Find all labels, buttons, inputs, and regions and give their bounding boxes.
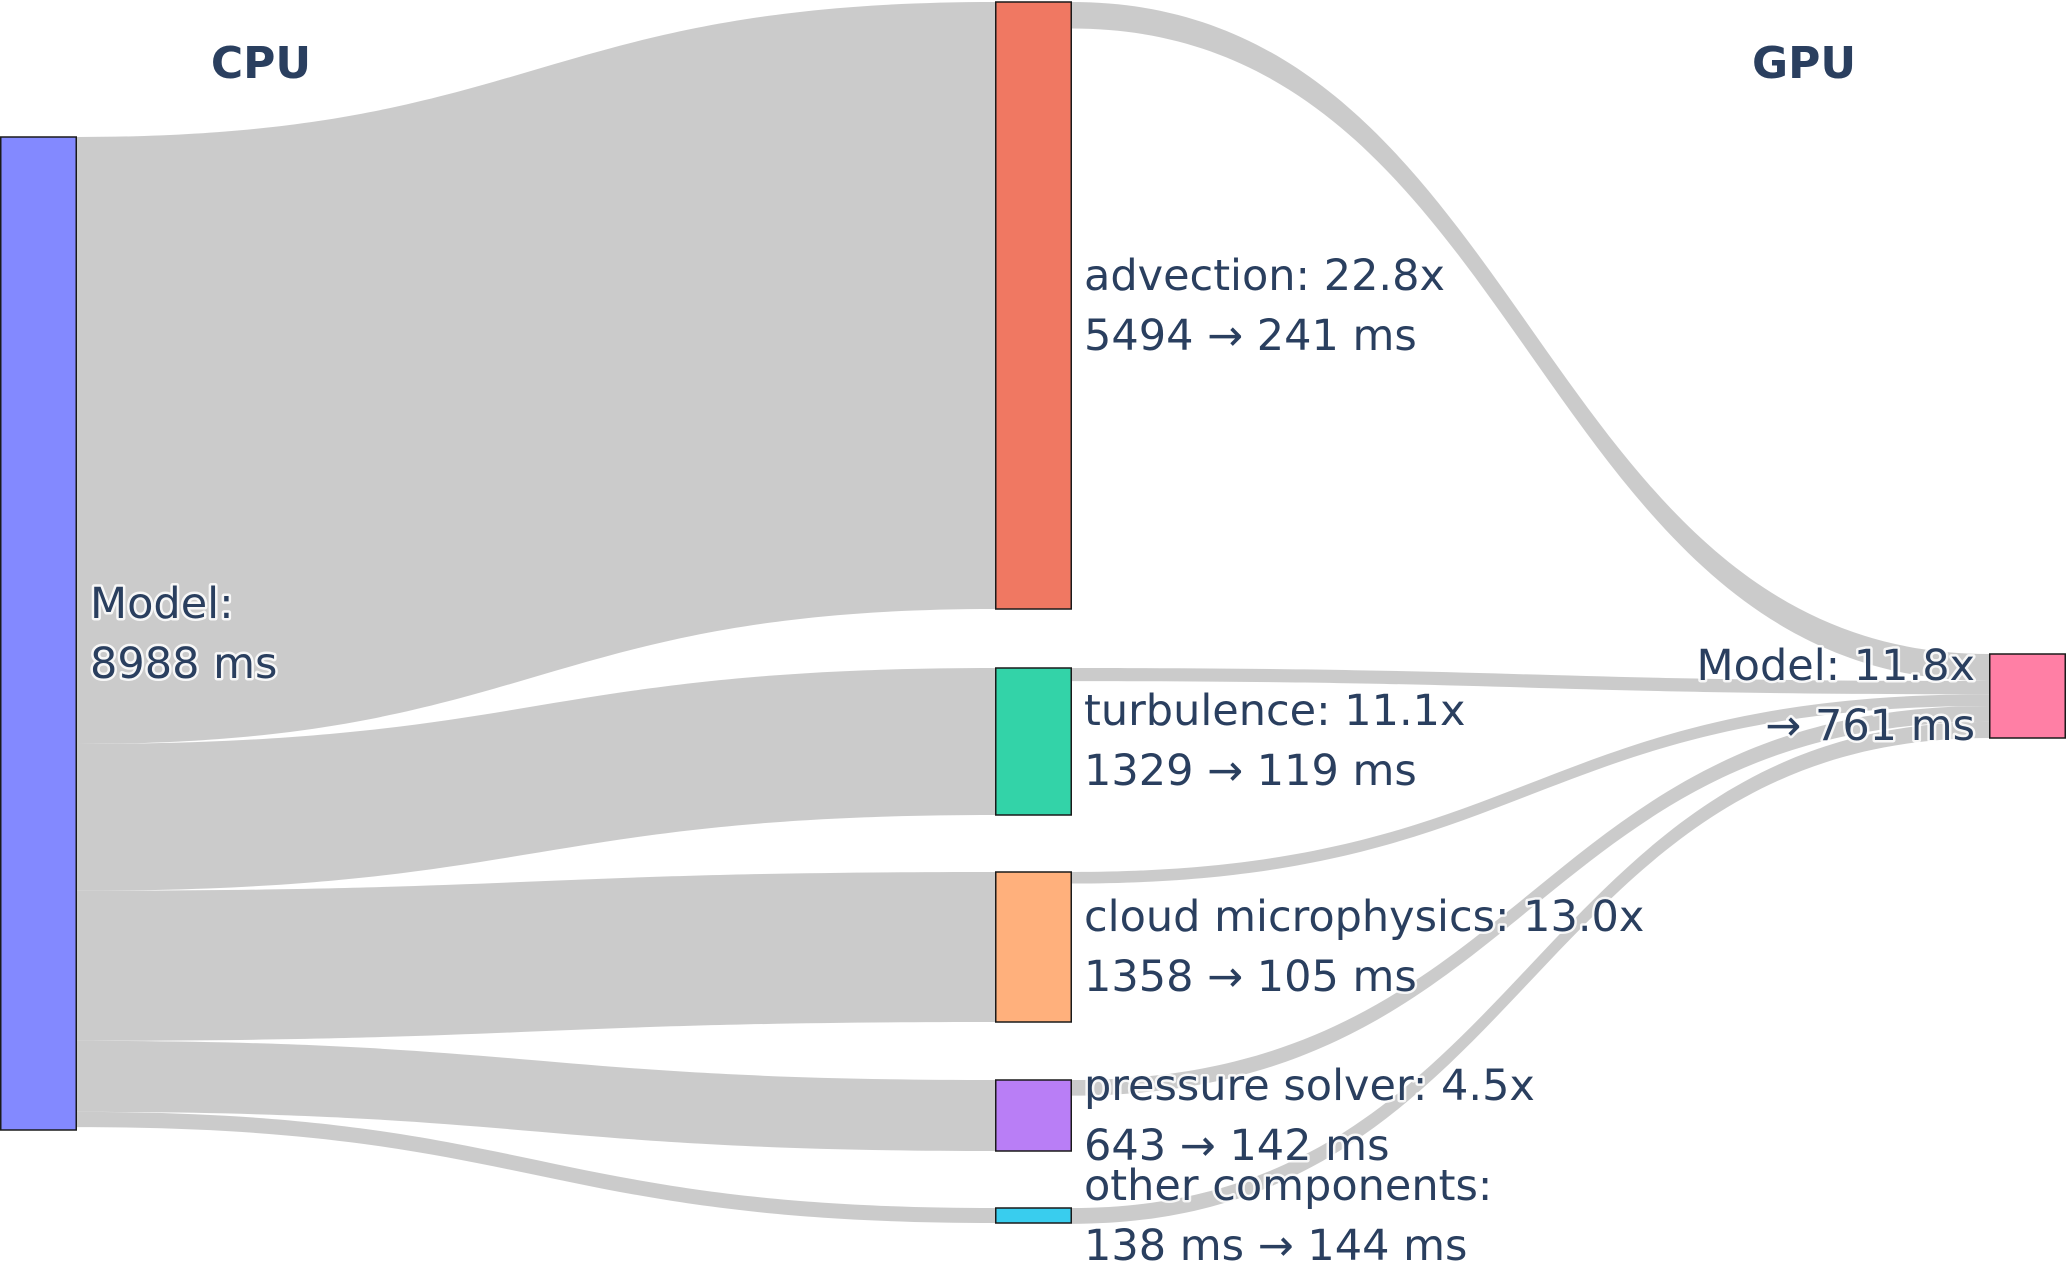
link-cpu_model-to-turbulence [77,668,995,891]
node-label-cpu_model-line-0: Model: [90,579,234,629]
node-cpu_model [0,136,77,1131]
nodes-layer [0,1,2066,1224]
labels-layer: Model: 8988 ms advection: 22.8x 5494 → 241 … [88,249,1978,1263]
node-label-turbulence-line-1: 1329 → 119 ms [1084,746,1417,796]
links-layer [77,2,1989,1224]
node-label-cloud-line-1: 1358 → 105 ms [1084,952,1417,1002]
node-cloud [995,871,1072,1023]
node-label-cloud-line-0: cloud microphysics: 13.0x [1084,892,1644,942]
node-label-other-line-0: other components: [1084,1161,1492,1211]
node-label-cpu_model-line-1: 8988 ms [90,639,277,689]
node-label-advection-line-1: 5494 → 241 ms [1084,311,1417,361]
column-title-cpu: CPU [211,38,311,89]
node-label-turbulence-line-0: turbulence: 11.1x [1084,686,1465,736]
link-cpu_model-to-pressure [77,1040,995,1151]
node-label-pressure-line-1: 643 → 142 ms [1084,1121,1389,1171]
node-label-advection-line-0: advection: 22.8x [1084,251,1445,301]
link-cpu_model-to-cloud [77,872,995,1041]
link-turbulence-to-gpu_model [1072,668,1989,695]
node-label-gpu_model-line-1: → 761 ms [1765,701,1975,751]
link-pressure-to-gpu_model [1072,706,1989,1096]
node-label-pressure-line-0: pressure solver: 4.5x [1084,1061,1535,1111]
node-gpu_model [1989,653,2066,739]
node-label-other-line-1: 138 ms → 144 ms [1084,1221,1467,1263]
node-label-gpu_model-line-0: Model: 11.8x [1697,641,1975,691]
node-pressure [995,1079,1072,1152]
link-other-to-gpu_model [1072,721,1989,1224]
link-advection-to-gpu_model [1072,2,1989,681]
link-cloud-to-gpu_model [1072,694,1989,884]
link-cpu_model-to-advection [77,2,995,744]
link-cpu_model-to-other [77,1111,995,1223]
node-advection [995,1,1072,610]
column-title-gpu: GPU [1752,38,1856,89]
node-other [995,1207,1072,1224]
node-turbulence [995,667,1072,816]
